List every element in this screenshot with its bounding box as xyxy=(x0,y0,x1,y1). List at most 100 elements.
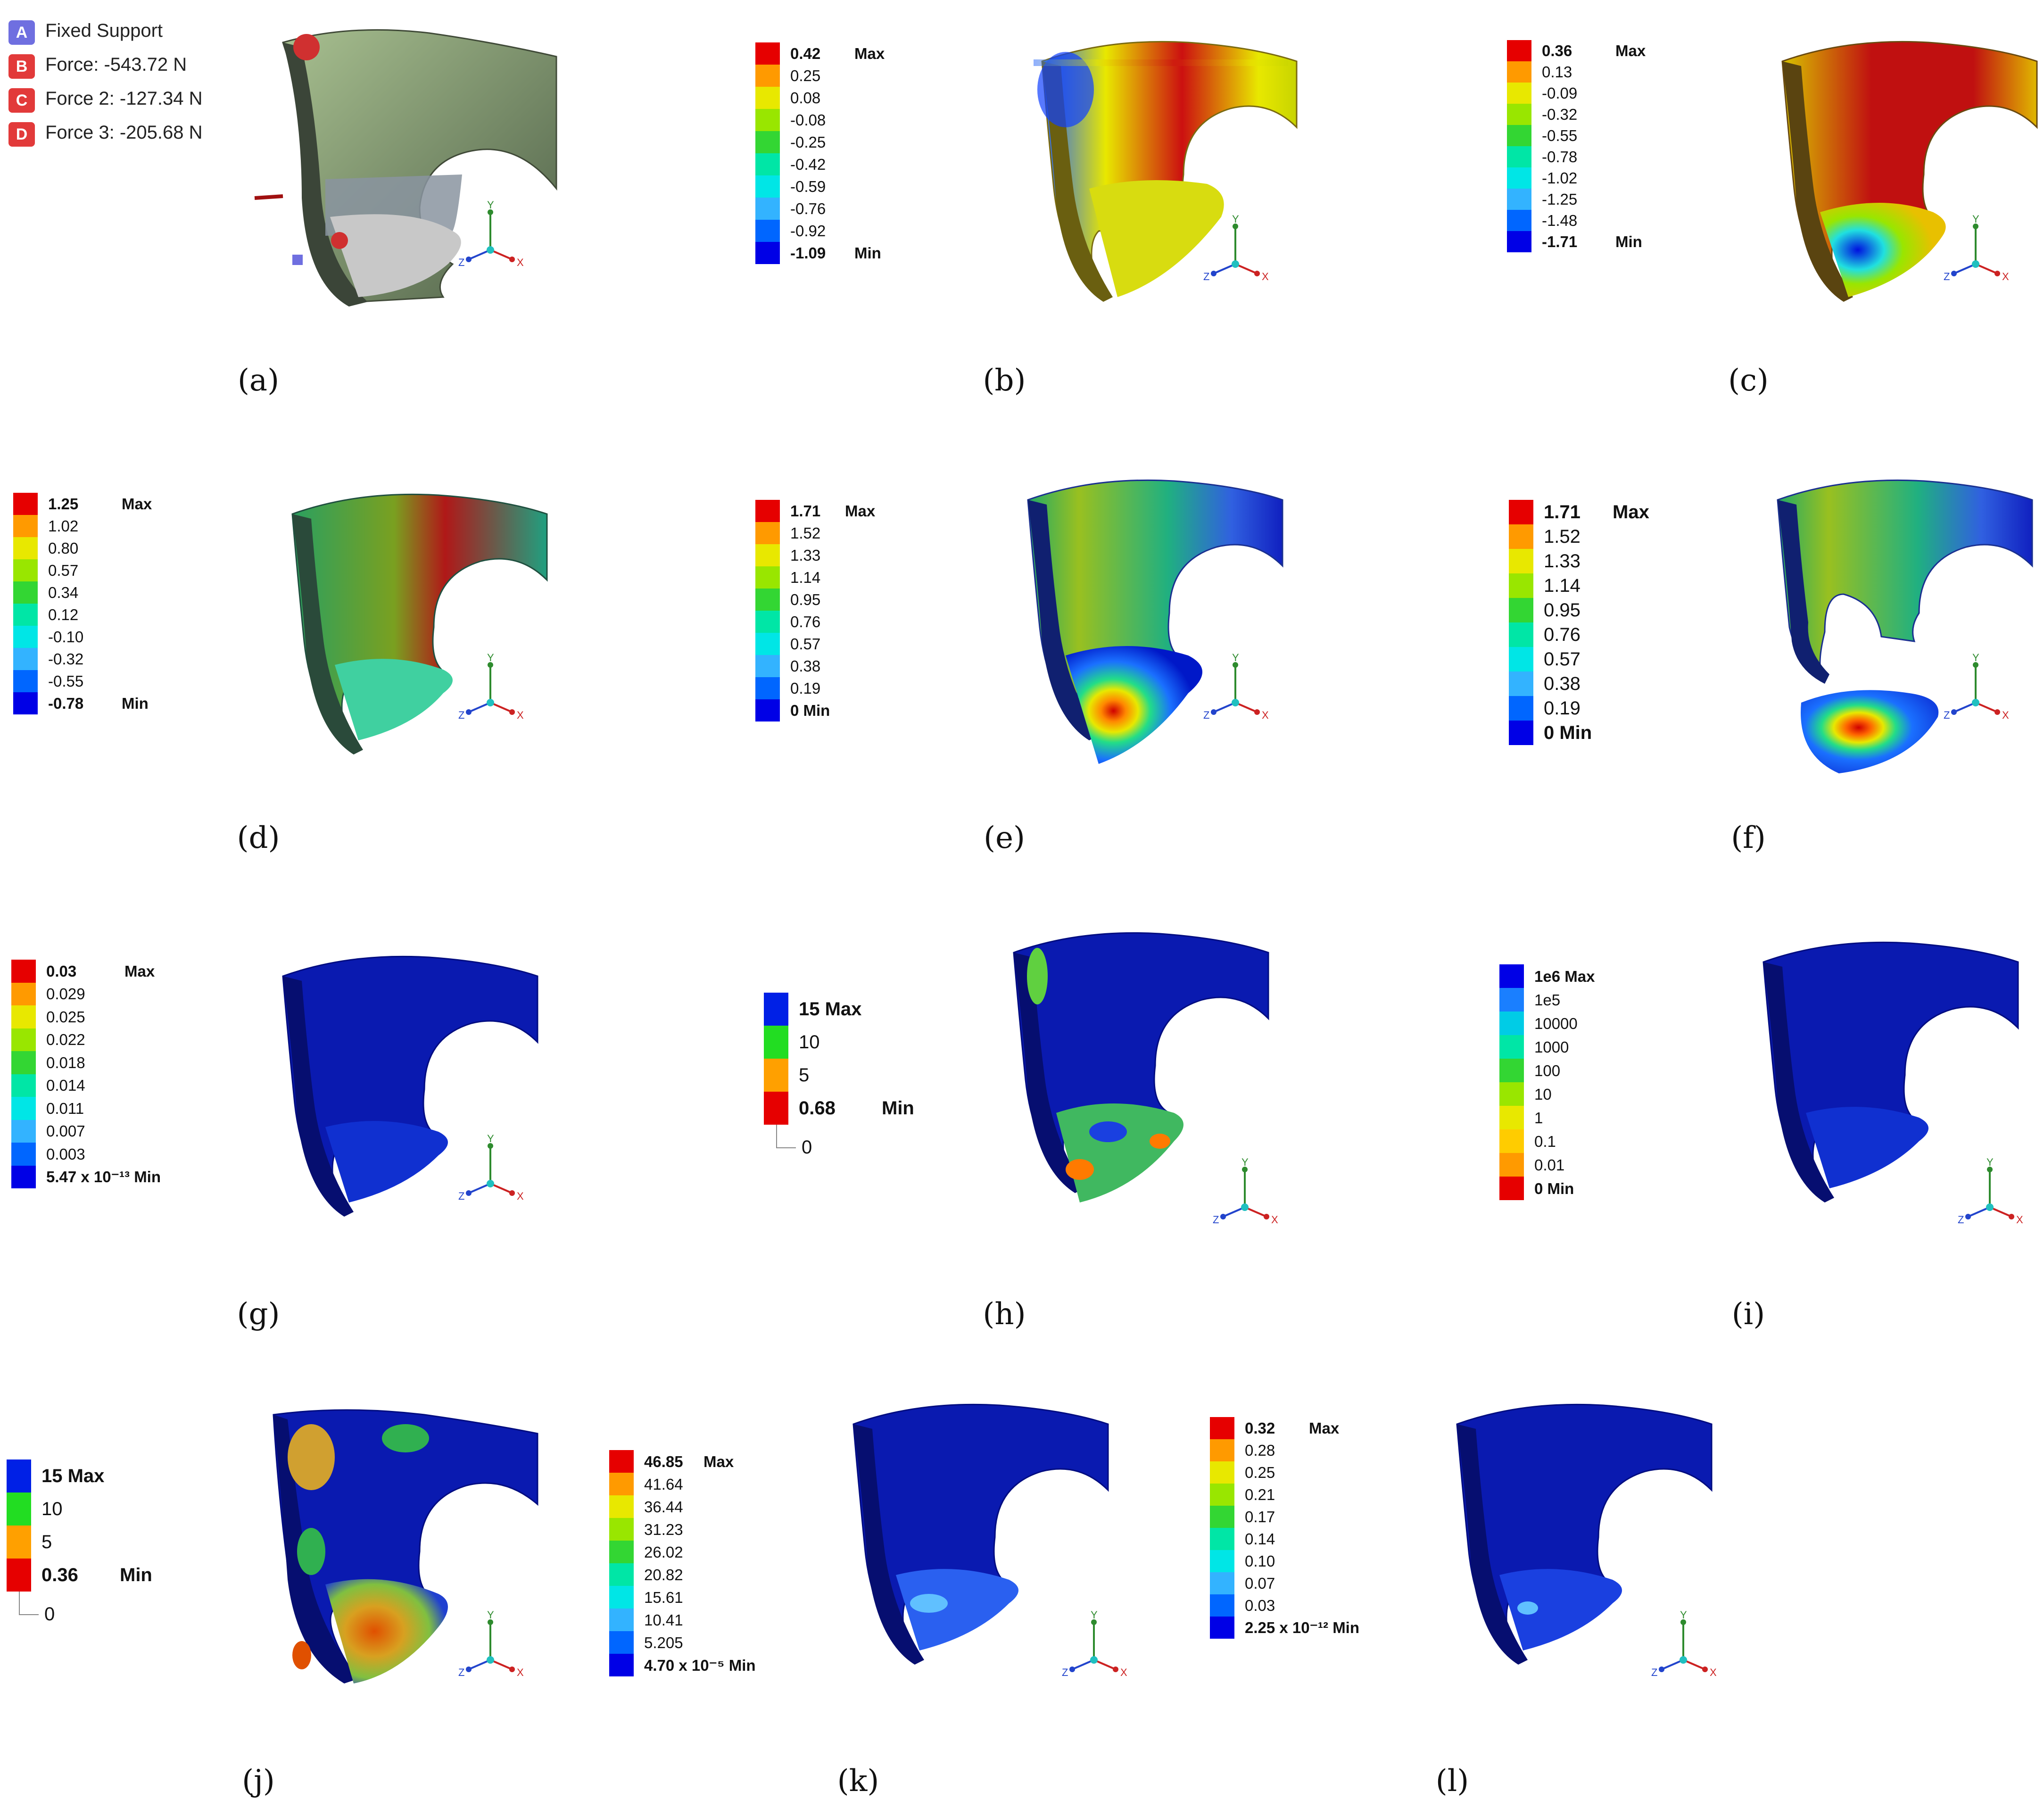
legend-d-band xyxy=(13,559,38,581)
legend-e-label: 1.33 xyxy=(790,547,821,564)
legend-i-band xyxy=(1499,1177,1524,1200)
caption-i: (i) xyxy=(1731,1297,1765,1332)
legend-l-band xyxy=(1210,1506,1234,1528)
legend-g-label: 0.011 xyxy=(46,1099,84,1117)
triad-x-label: X xyxy=(1262,271,1268,282)
legend-l-label: 0.17 xyxy=(1245,1508,1275,1526)
legend-l-band xyxy=(1210,1572,1234,1594)
legend-f-label: 0.57 xyxy=(1544,649,1581,670)
axis-triad: Y X Z xyxy=(1062,1609,1127,1678)
legend-f-label: 1.52 xyxy=(1544,526,1581,547)
legend-f-band xyxy=(1509,598,1533,622)
legend-i-band xyxy=(1499,1035,1524,1059)
legend-k-band xyxy=(609,1473,634,1495)
legend-b-label: -0.59 xyxy=(790,178,826,195)
legend-b-label: -0.25 xyxy=(790,133,826,151)
legend-c-label: -1.25 xyxy=(1542,191,1578,208)
triad-y-label: Y xyxy=(1680,1609,1687,1621)
legend-c-band xyxy=(1507,104,1531,125)
legend-e-label: 0.57 xyxy=(790,635,821,653)
legend-c-label: -1.02 xyxy=(1542,169,1578,187)
legend-f-label: 0.76 xyxy=(1544,624,1581,645)
load-a-badge: A xyxy=(8,20,35,45)
model-b xyxy=(1034,41,1298,302)
legend-f-band xyxy=(1509,622,1533,647)
legend-e-band xyxy=(755,655,780,677)
caption-k: (k) xyxy=(837,1764,879,1799)
legend-d-label: -0.32 xyxy=(48,650,84,668)
legend-b-band xyxy=(755,109,780,131)
load-b-badge: B xyxy=(8,54,35,79)
legend-b-max-tag: Max xyxy=(854,45,885,62)
legend-f-label: 0 Min xyxy=(1544,722,1592,743)
legend-k-label: 15.61 xyxy=(644,1588,683,1606)
legend-k-label: 46.85 xyxy=(644,1452,683,1470)
legend-l-band xyxy=(1210,1550,1234,1572)
legend-k-label: 41.64 xyxy=(644,1475,683,1493)
load-d-label: Force 3: -205.68 N xyxy=(45,122,203,143)
legend-j-band xyxy=(7,1559,31,1592)
legend-b-band xyxy=(755,65,780,87)
triad-y-label: Y xyxy=(1091,1609,1098,1621)
legend-d-band xyxy=(13,515,38,537)
axis-triad: Y X Z xyxy=(1651,1609,1716,1678)
legend-j-band xyxy=(7,1459,31,1493)
legend-j-label: 5 xyxy=(41,1532,52,1552)
load-b-label: Force: -543.72 N xyxy=(45,54,187,75)
legend-f-band xyxy=(1509,696,1533,721)
legend-g-band xyxy=(11,1074,36,1097)
legend-i-band xyxy=(1499,964,1524,988)
axis-triad: Y X Z xyxy=(1944,652,2009,721)
model-l xyxy=(1456,1403,1713,1665)
model-d xyxy=(291,493,548,755)
legend-d-max-tag: Max xyxy=(122,495,152,513)
load-a-label: Fixed Support xyxy=(45,20,163,41)
legend-i-label: 0 Min xyxy=(1534,1179,1574,1197)
legend-b-band xyxy=(755,42,780,65)
legend-j-band xyxy=(7,1526,31,1559)
triad-y-label: Y xyxy=(1986,1156,1994,1168)
triad-z-label: Z xyxy=(1203,271,1209,282)
triad-x-label: X xyxy=(1120,1667,1127,1678)
legend-i-label: 10000 xyxy=(1534,1014,1578,1032)
legend-f-label: 1.71 xyxy=(1544,502,1581,522)
legend-h-label: 10 xyxy=(799,1032,820,1053)
triad-y-label: Y xyxy=(1232,652,1239,663)
model-k xyxy=(852,1403,1109,1665)
caption-f: (f) xyxy=(1731,821,1766,855)
triad-y-label: Y xyxy=(487,1609,494,1621)
legend-b-label: -0.92 xyxy=(790,222,826,240)
legend-d-min-tag: Min xyxy=(122,695,149,712)
legend-k-band xyxy=(609,1586,634,1609)
legend-j-band xyxy=(7,1493,31,1526)
legend-h-band xyxy=(764,993,788,1026)
model-f xyxy=(1777,479,2033,773)
load-c-label: Force 2: -127.34 N xyxy=(45,88,203,109)
legend-i-band xyxy=(1499,1082,1524,1106)
legend-e-band xyxy=(755,611,780,633)
legend-l-band xyxy=(1210,1461,1234,1484)
legend-b-band xyxy=(755,87,780,109)
triad-z-label: Z xyxy=(1213,1214,1219,1226)
legend-d-label: 0.34 xyxy=(48,584,79,601)
legend-j-label: 15 Max xyxy=(41,1466,105,1486)
legend-i-label: 1 xyxy=(1534,1109,1543,1127)
triad-z-label: Z xyxy=(1062,1667,1068,1678)
legend-f-band xyxy=(1509,721,1533,745)
triad-z-label: Z xyxy=(458,709,464,721)
triad-y-label: Y xyxy=(1232,213,1239,225)
legend-h-zero-leader xyxy=(776,1125,796,1148)
model-i xyxy=(1763,941,2019,1202)
triad-z-label: Z xyxy=(1944,709,1950,721)
axis-triad: Y X Z xyxy=(1203,652,1268,721)
legend-f-label: 1.14 xyxy=(1544,575,1581,596)
legend-h-label: 5 xyxy=(799,1065,810,1086)
legend-c-min-tag: Min xyxy=(1615,233,1642,250)
triad-x-label: X xyxy=(1262,709,1268,721)
legend-i-band xyxy=(1499,1059,1524,1082)
legend-d-band xyxy=(13,692,38,714)
legend-b-label: -0.08 xyxy=(790,111,826,129)
triad-x-label: X xyxy=(2016,1214,2023,1226)
legend-f-label: 0.95 xyxy=(1544,600,1581,621)
triad-x-label: X xyxy=(2002,709,2009,721)
